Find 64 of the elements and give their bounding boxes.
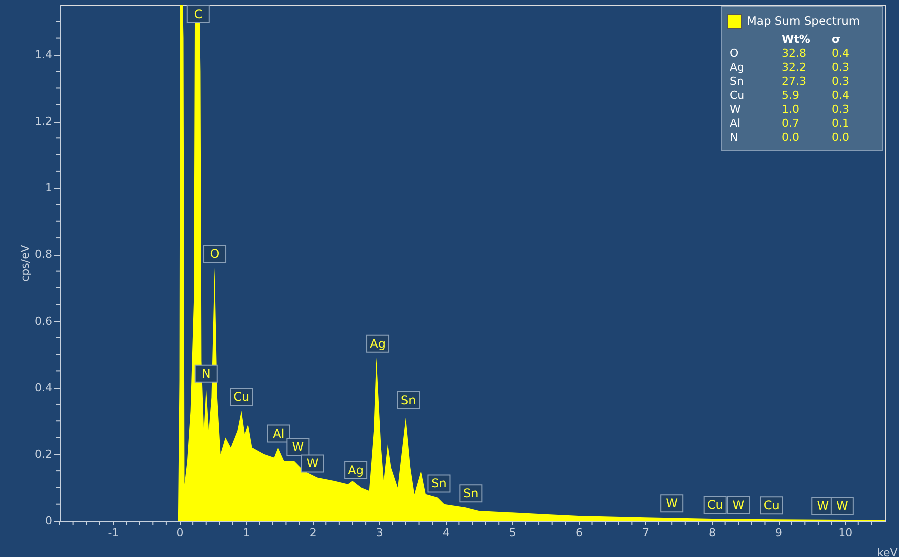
annotation: 32.2 xyxy=(782,61,806,74)
y-tick-label: 1.4 xyxy=(35,48,52,62)
x-axis-title: keV xyxy=(878,546,898,557)
y-tick-label: 0 xyxy=(46,514,52,528)
annotation: Ag xyxy=(370,336,386,351)
y-tick-label: 0.8 xyxy=(35,248,52,262)
annotation: Sn xyxy=(464,486,479,501)
annotation: σ xyxy=(832,33,841,46)
annotation: 0.0 xyxy=(782,131,800,144)
x-tick-label: 4 xyxy=(442,526,450,540)
annotation: W xyxy=(730,103,741,116)
x-tick-label: 10 xyxy=(838,526,853,540)
x-tick-label: 1 xyxy=(243,526,250,540)
annotation: 27.3 xyxy=(782,75,806,88)
annotation: Cu xyxy=(707,498,724,512)
annotation: N xyxy=(202,366,211,381)
annotation: Ag xyxy=(730,61,745,74)
annotation: Al xyxy=(273,426,285,441)
x-tick-label: 0 xyxy=(176,526,184,540)
annotation: Ag xyxy=(348,463,364,478)
x-tick-label: 9 xyxy=(776,526,783,540)
annotation: Cu xyxy=(234,390,250,404)
y-tick-label: 0.6 xyxy=(35,314,52,328)
annotation: 0.0 xyxy=(832,131,850,144)
annotation: Wt% xyxy=(782,33,810,46)
y-tick-label: 1 xyxy=(46,182,52,195)
annotation: W xyxy=(817,499,830,513)
annotation: 0.1 xyxy=(832,117,850,130)
y-tick-label: 0.2 xyxy=(35,448,52,461)
annotation: Cu xyxy=(764,498,780,513)
annotation: Sn xyxy=(730,75,744,88)
x-tick-label: 8 xyxy=(709,526,716,540)
annotation: Sn xyxy=(432,476,447,491)
x-tick-label: 7 xyxy=(642,526,650,540)
annotation: W xyxy=(836,499,848,513)
annotation: W xyxy=(306,456,319,471)
annotation: W xyxy=(292,440,304,454)
y-tick-label: 1.2 xyxy=(35,115,52,128)
annotation: 5.9 xyxy=(782,89,800,102)
annotation: 0.4 xyxy=(832,89,850,102)
annotation: O xyxy=(210,246,220,261)
x-tick-label: -1 xyxy=(108,526,120,540)
x-tick-label: 3 xyxy=(376,526,384,540)
annotation: W xyxy=(666,496,678,511)
annotation: 0.3 xyxy=(832,61,850,74)
annotation: Cu xyxy=(730,89,745,102)
y-tick-label: 0.4 xyxy=(35,381,52,394)
annotation: C xyxy=(194,7,203,22)
x-tick-label: 2 xyxy=(310,526,317,540)
annotation: 0.4 xyxy=(832,47,850,60)
annotation: 1.0 xyxy=(782,103,800,116)
annotation: Sn xyxy=(401,393,416,408)
x-tick-label: 5 xyxy=(509,526,516,540)
y-axis-title: cps/eV xyxy=(19,244,32,282)
annotation: 0.7 xyxy=(782,117,800,130)
annotation: 32.8 xyxy=(782,47,806,60)
legend-label: Map Sum Spectrum xyxy=(747,14,860,28)
annotation: O xyxy=(730,47,739,60)
x-tick-label: 6 xyxy=(576,526,583,540)
annotation: 0.3 xyxy=(832,103,850,116)
annotation: N xyxy=(730,131,738,144)
annotation: Al xyxy=(730,117,741,130)
annotation: W xyxy=(732,498,745,512)
annotation: 0.3 xyxy=(832,75,850,88)
